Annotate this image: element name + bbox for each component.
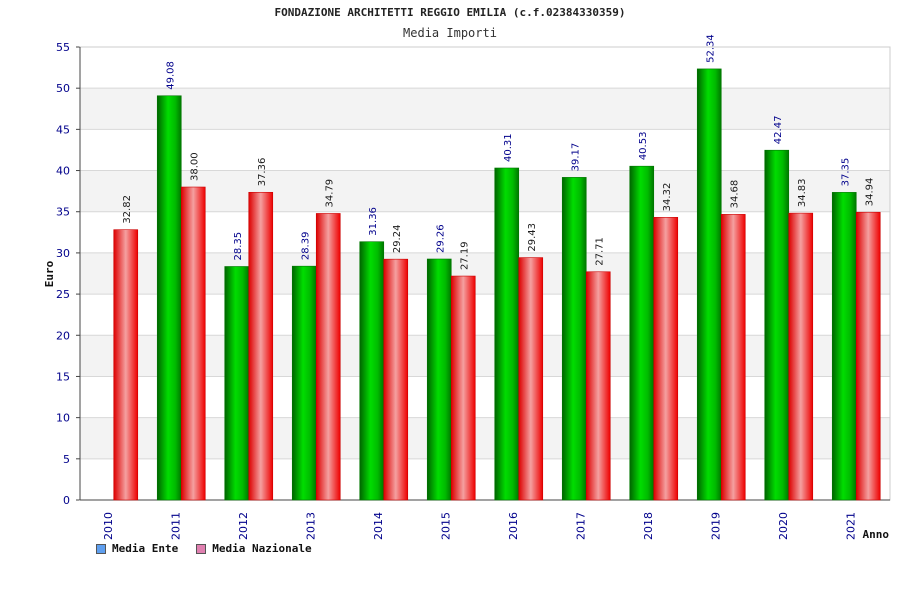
bar-media-nazionale	[248, 191, 274, 501]
x-tick-label: 2012	[237, 512, 250, 540]
grid-band	[80, 170, 890, 212]
data-label: 38.00	[189, 152, 200, 181]
y-tick-label: 5	[63, 453, 70, 466]
x-tick-label: 2015	[439, 512, 452, 540]
data-label: 34.94	[864, 178, 875, 207]
data-label: 29.24	[392, 225, 403, 254]
x-tick-label: 2014	[372, 512, 385, 540]
grid-bands	[80, 88, 890, 459]
data-label: 34.83	[797, 178, 808, 207]
x-tick-label: 2011	[169, 512, 182, 540]
bar-media-nazionale	[518, 257, 544, 501]
x-tick-label: 2010	[102, 512, 115, 540]
x-tick-label: 2021	[844, 512, 857, 540]
data-label: 27.19	[459, 241, 470, 270]
bar-media-ente	[561, 177, 587, 501]
bar-media-ente	[494, 167, 520, 501]
y-tick-labels: 0 5 10 15 20 25 30 35 40 45 50 55	[56, 41, 70, 507]
grid-band	[80, 88, 890, 130]
legend-item-media-nazionale: Media Nazionale	[196, 542, 312, 555]
value-labels: 32.82 49.08 38.00 28.35 37.36 28.39 34.79 31.36…	[122, 34, 876, 270]
y-tick-label: 40	[56, 165, 70, 178]
bar-media-ente	[629, 165, 655, 501]
data-label: 52.34	[705, 34, 716, 63]
data-label: 49.08	[165, 61, 176, 90]
y-tick-label: 20	[56, 329, 70, 342]
data-label: 34.68	[729, 180, 740, 209]
data-label: 28.35	[233, 232, 244, 261]
bars	[113, 68, 881, 501]
y-tick-label: 35	[56, 206, 70, 219]
y-tick-label: 55	[56, 41, 70, 54]
data-label: 37.36	[257, 158, 268, 187]
data-label: 29.26	[435, 224, 446, 253]
y-tick-label: 25	[56, 288, 70, 301]
chart-title: FONDAZIONE ARCHITETTI REGGIO EMILIA (c.f…	[275, 6, 626, 19]
x-axis-title: Anno	[863, 528, 890, 541]
chart-subtitle: Media Importi	[403, 26, 497, 40]
legend-item-media-ente: Media Ente	[96, 542, 178, 555]
bar-media-ente	[291, 265, 317, 501]
data-label: 37.35	[840, 158, 851, 187]
data-label: 34.79	[324, 179, 335, 208]
bar-media-nazionale	[450, 275, 476, 501]
legend-label-media-nazionale: Media Nazionale	[212, 542, 312, 555]
data-label: 31.36	[368, 207, 379, 236]
y-tick-label: 10	[56, 412, 70, 425]
grid-band	[80, 252, 890, 295]
data-label: 29.43	[527, 223, 538, 252]
bar-media-nazionale	[788, 212, 814, 501]
legend-swatch-media-ente	[96, 543, 106, 554]
bar-media-ente	[156, 95, 182, 501]
x-tick-label: 2018	[642, 512, 655, 540]
bar-media-ente	[359, 241, 385, 501]
bar-media-ente	[831, 192, 857, 501]
legend-label-media-ente: Media Ente	[112, 542, 179, 555]
legend-swatch-media-nazionale	[196, 543, 207, 554]
y-tick-label: 50	[56, 82, 70, 95]
bar-media-nazionale	[180, 186, 206, 501]
y-axis-title: Euro	[43, 260, 56, 287]
x-tick-label: 2017	[574, 512, 587, 540]
bar-media-ente	[764, 149, 790, 501]
data-label: 40.31	[503, 133, 514, 162]
y-tick-label: 30	[56, 247, 70, 260]
legend: Media Ente Media Nazionale	[96, 542, 312, 555]
x-tick-label: 2020	[777, 512, 790, 540]
bar-media-ente	[426, 258, 452, 501]
data-label: 40.53	[638, 132, 649, 161]
x-tick-label: 2013	[304, 512, 317, 540]
bar-media-nazionale	[585, 271, 611, 501]
bar-media-nazionale	[855, 211, 881, 501]
bar-media-nazionale	[383, 258, 409, 501]
data-label: 32.82	[122, 195, 133, 224]
y-tick-label: 15	[56, 370, 70, 383]
data-label: 42.47	[773, 116, 784, 145]
y-tick-label: 0	[63, 494, 70, 507]
grid-band	[80, 417, 890, 459]
x-tick-label: 2019	[709, 512, 722, 540]
x-tick-label: 2016	[507, 512, 520, 540]
y-tick-label: 45	[56, 123, 70, 136]
bar-media-nazionale	[653, 217, 679, 501]
data-label: 39.17	[570, 143, 581, 172]
bar-media-nazionale	[113, 229, 139, 501]
bar-media-nazionale	[315, 213, 341, 501]
bar-media-ente	[696, 68, 722, 501]
bar-media-ente	[224, 266, 250, 501]
grid-band	[80, 335, 890, 377]
data-label: 34.32	[662, 183, 673, 212]
data-label: 28.39	[300, 232, 311, 261]
x-tick-labels: 2010 2011 2012 2013 2014 2015 2016 2017 2018 2019…	[102, 512, 858, 540]
data-label: 27.71	[594, 237, 605, 266]
bar-media-nazionale	[720, 214, 746, 501]
